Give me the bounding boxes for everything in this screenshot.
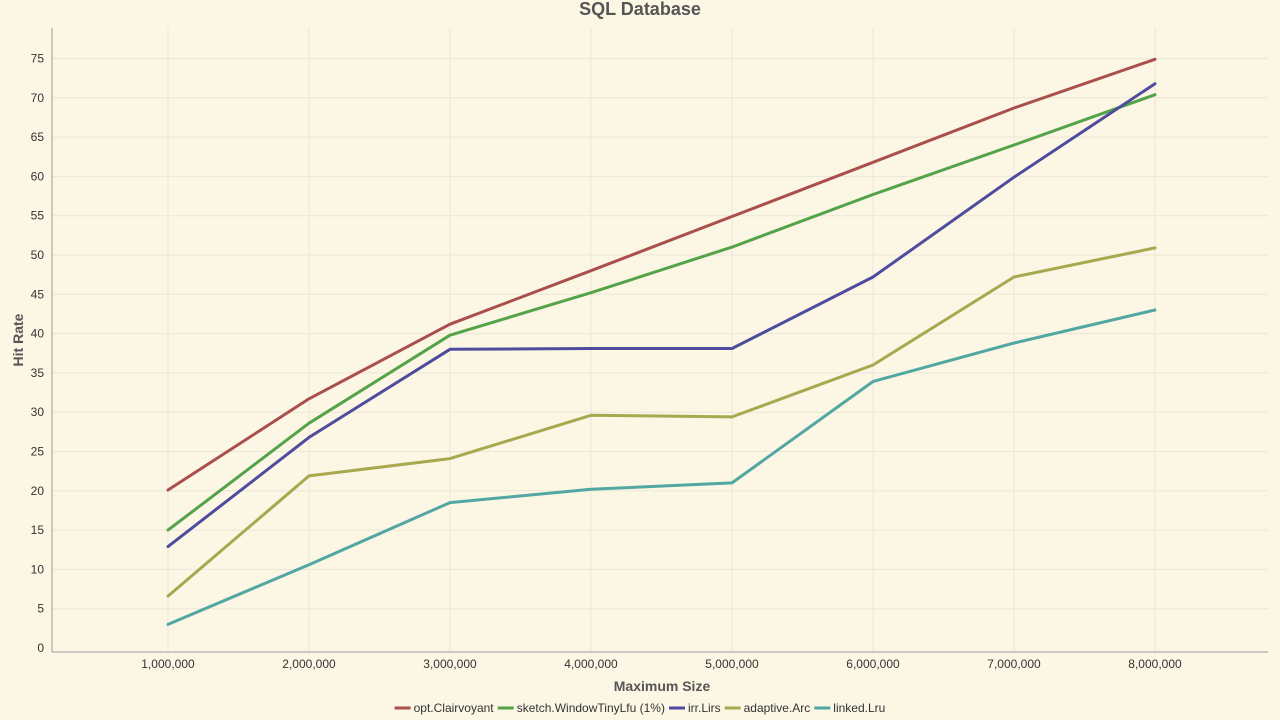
series-line-irr-lirs — [166, 82, 1157, 549]
legend-label: opt.Clairvoyant — [414, 701, 495, 715]
y-tick-label: 30 — [31, 405, 45, 419]
y-tick-label: 20 — [31, 484, 45, 498]
legend-label: adaptive.Arc — [744, 701, 811, 715]
x-tick-label: 3,000,000 — [423, 657, 477, 671]
y-axis-title: Hit Rate — [10, 313, 26, 366]
y-tick-label: 75 — [31, 52, 45, 66]
y-tick-label: 70 — [31, 91, 45, 105]
y-tick-label: 55 — [31, 209, 45, 223]
series-line-sketch-windowtinylfu-1 — [166, 93, 1157, 532]
legend-label: linked.Lru — [833, 701, 885, 715]
y-tick-labels: 0 5 10 15 20 25 30 35 40 45 50 55 60 65 70 75 — [31, 52, 45, 656]
axes — [51, 28, 1268, 653]
x-tick-label: 4,000,000 — [564, 657, 618, 671]
x-tick-labels: 1,000,000 2,000,000 3,000,000 4,000,000 5,00… — [141, 657, 1182, 671]
y-tick-label: 0 — [37, 641, 44, 655]
series-line-linked-lru — [166, 308, 1157, 626]
x-tick-label: 5,000,000 — [705, 657, 759, 671]
y-tick-label: 15 — [31, 523, 45, 537]
y-tick-label: 45 — [31, 287, 45, 301]
x-tick-label: 2,000,000 — [282, 657, 336, 671]
y-tick-label: 40 — [31, 327, 45, 341]
legend-label: sketch.WindowTinyLfu (1%) — [517, 701, 665, 715]
y-tick-label: 50 — [31, 248, 45, 262]
series-lines — [166, 57, 1157, 626]
legend-item-sketch-windowtinylfu-1: sketch.WindowTinyLfu (1%) — [497, 701, 665, 715]
legend-item-adaptive-arc: adaptive.Arc — [724, 701, 811, 715]
legend-item-linked-lru: linked.Lru — [814, 701, 885, 715]
x-tick-label: 6,000,000 — [846, 657, 900, 671]
y-tick-label: 60 — [31, 169, 45, 183]
x-axis-title: Maximum Size — [614, 678, 711, 694]
chart-title: SQL Database — [579, 0, 701, 19]
grid — [52, 28, 1268, 652]
legend-label: irr.Lirs — [688, 701, 721, 715]
series-line-adaptive-arc — [166, 246, 1157, 598]
x-tick-label: 8,000,000 — [1128, 657, 1182, 671]
y-tick-label: 65 — [31, 130, 45, 144]
series-line-opt-clairvoyant — [166, 57, 1157, 492]
legend-item-irr-lirs: irr.Lirs — [669, 701, 721, 715]
y-tick-label: 35 — [31, 366, 45, 380]
legend-item-opt-clairvoyant: opt.Clairvoyant — [394, 701, 495, 715]
x-tick-label: 1,000,000 — [141, 657, 195, 671]
x-tick-label: 7,000,000 — [987, 657, 1041, 671]
y-tick-label: 25 — [31, 445, 45, 459]
y-tick-label: 10 — [31, 562, 45, 576]
y-tick-label: 5 — [37, 602, 44, 616]
legend: opt.Clairvoyant sketch.WindowTinyLfu (1%)… — [394, 701, 885, 715]
